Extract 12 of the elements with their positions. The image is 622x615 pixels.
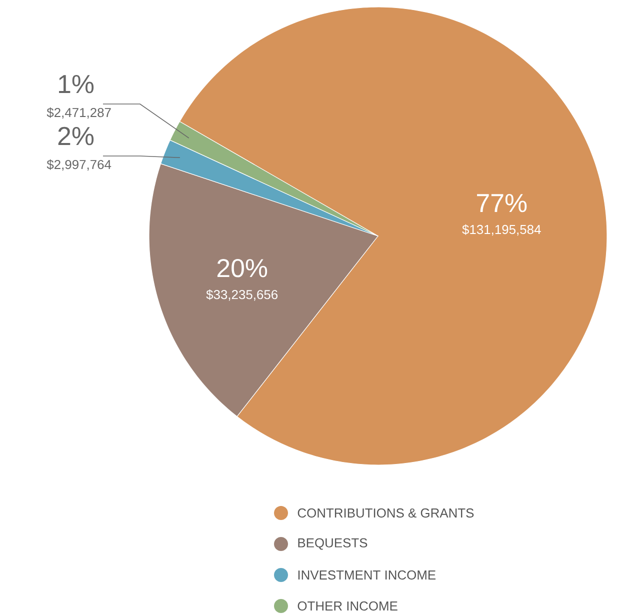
legend-label: CONTRIBUTIONS & GRANTS (298, 508, 474, 518)
legend-label: OTHER INCOME (298, 601, 398, 611)
legend-label: BEQUESTS (298, 538, 368, 550)
data-label: $2,997,764 (46, 159, 112, 171)
legend-label: INVESTMENT INCOME (298, 570, 436, 580)
text: 20% (217, 258, 268, 278)
text: 77% (477, 194, 527, 212)
data-label: $33,235,656 (206, 289, 278, 301)
text: 1% (59, 75, 94, 94)
data-label: $131,195,584 (462, 224, 541, 236)
text: 2% (58, 126, 94, 146)
data-label: $2,471,287 (46, 107, 111, 119)
